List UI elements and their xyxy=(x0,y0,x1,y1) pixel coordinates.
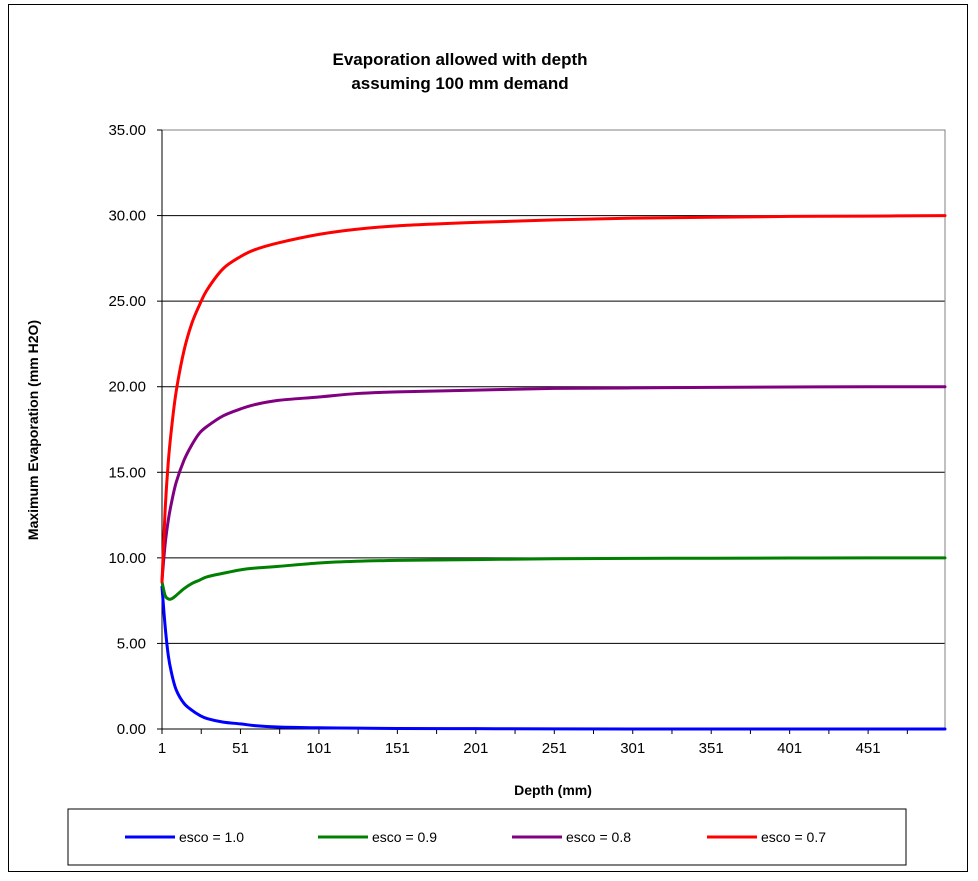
y-tick-label: 15.00 xyxy=(108,464,146,481)
chart-title-line-2: assuming 100 mm demand xyxy=(351,74,568,93)
legend-box xyxy=(67,808,907,866)
legend: esco = 1.0 esco = 0.9 esco = 0.8 esco = 0.7 xyxy=(125,829,826,845)
x-tick-label: 251 xyxy=(542,740,567,757)
x-tick-label: 351 xyxy=(699,740,724,757)
y-tick-label: 30.00 xyxy=(108,208,146,225)
series-line-4 xyxy=(160,214,947,584)
x-axis-title: Depth (mm) xyxy=(514,782,592,798)
x-axis-ticks: 1 51 101 151 201 251 301 351 401 451 xyxy=(158,130,945,757)
x-tick-label: 201 xyxy=(463,740,488,757)
x-tick-label: 301 xyxy=(620,740,645,757)
y-axis-title: Maximum Evaporation (mm H2O) xyxy=(25,320,41,540)
legend-label: esco = 0.8 xyxy=(566,829,631,845)
series-line-2 xyxy=(160,556,947,601)
x-tick-label: 401 xyxy=(777,740,802,757)
series-line-3 xyxy=(160,385,947,582)
y-tick-label: 20.00 xyxy=(108,379,146,396)
series-line-1 xyxy=(160,585,947,731)
x-tick-label: 51 xyxy=(232,740,249,757)
y-tick-label: 0.00 xyxy=(117,721,146,738)
y-tick-label: 5.00 xyxy=(117,635,146,652)
y-axis-ticks: 0.00 5.00 10.00 15.00 20.00 25.00 30.00 35.00 xyxy=(108,122,162,738)
y-tick-label: 25.00 xyxy=(108,293,146,310)
legend-label: esco = 1.0 xyxy=(179,829,244,845)
y-tick-label: 10.00 xyxy=(108,550,146,567)
series-lines xyxy=(160,214,947,731)
chart-title-line-1: Evaporation allowed with depth xyxy=(332,50,587,69)
x-tick-label: 1 xyxy=(158,740,166,757)
x-tick-label: 451 xyxy=(856,740,881,757)
x-tick-label: 101 xyxy=(306,740,331,757)
legend-label: esco = 0.7 xyxy=(761,829,826,845)
y-tick-label: 35.00 xyxy=(108,122,146,139)
x-tick-label: 151 xyxy=(385,740,410,757)
legend-label: esco = 0.9 xyxy=(372,829,437,845)
